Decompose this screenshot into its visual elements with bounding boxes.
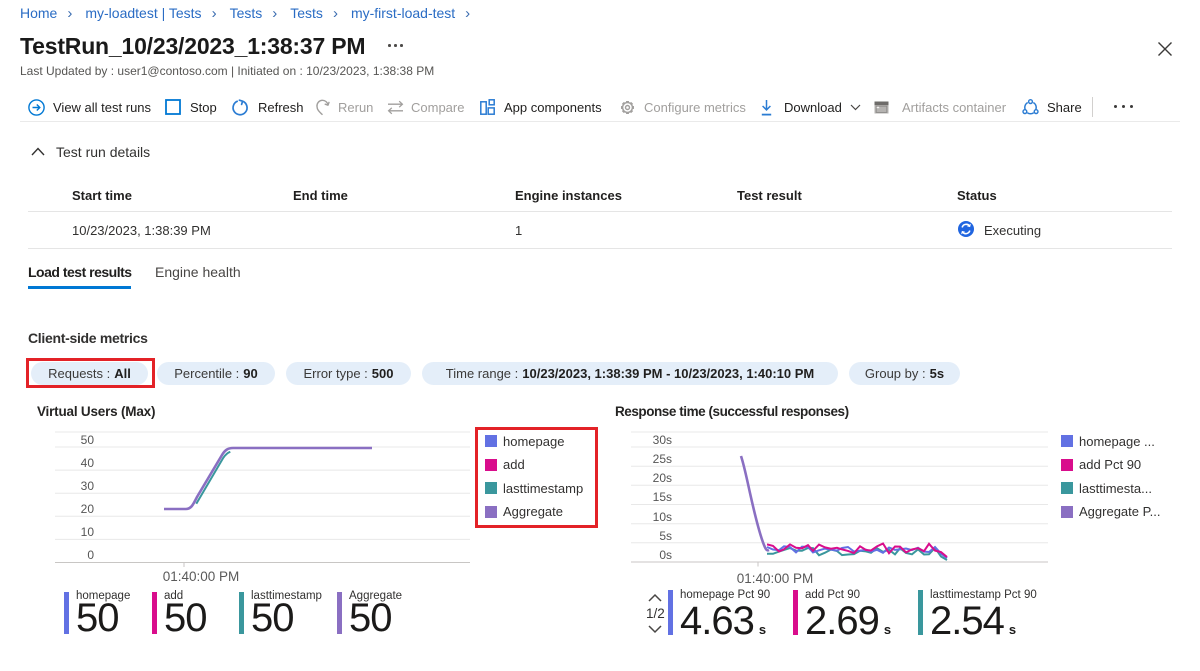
svg-text:5s: 5s [659, 529, 672, 543]
svg-text:10: 10 [81, 525, 95, 539]
svg-text:40: 40 [81, 456, 95, 470]
svg-text:10s: 10s [653, 510, 672, 524]
svg-text:0: 0 [87, 548, 94, 562]
svg-text:30s: 30s [653, 433, 672, 447]
svg-text:50: 50 [81, 433, 95, 447]
svg-text:0s: 0s [659, 548, 672, 562]
svg-text:20s: 20s [653, 471, 672, 485]
svg-text:30: 30 [81, 479, 95, 493]
svg-text:25s: 25s [653, 452, 672, 466]
svg-text:20: 20 [81, 502, 95, 516]
svg-text:15s: 15s [653, 490, 672, 504]
